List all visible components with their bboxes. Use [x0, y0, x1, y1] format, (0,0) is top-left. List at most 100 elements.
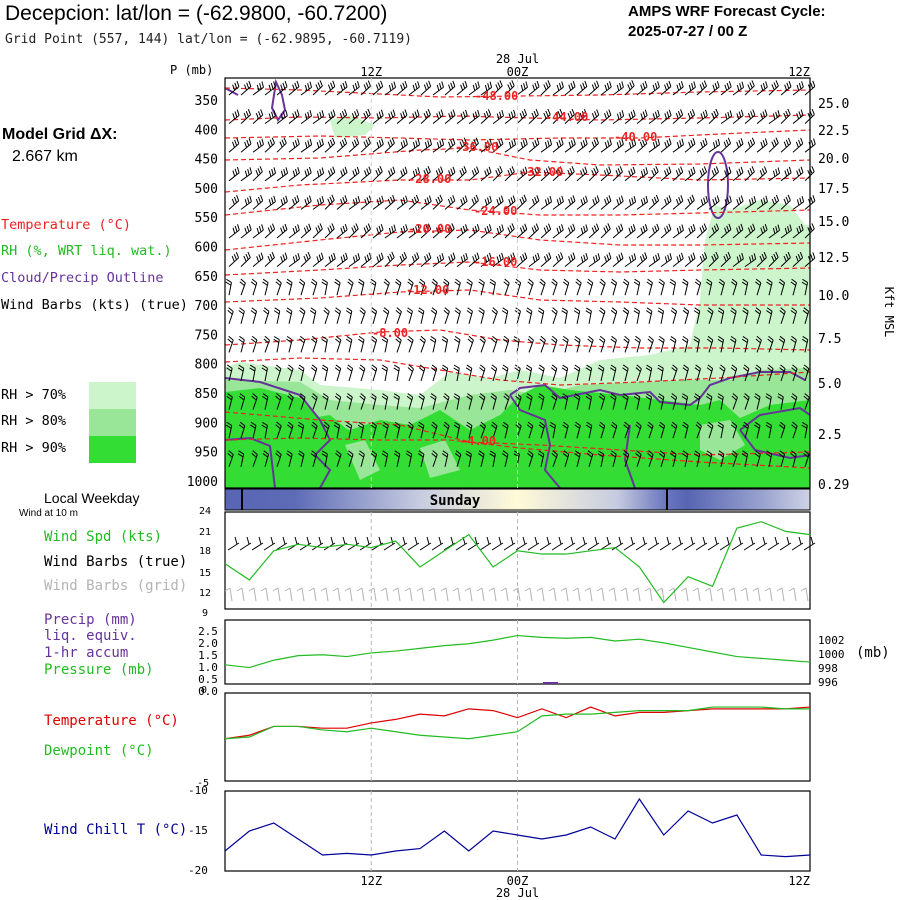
wind-barb [503, 278, 510, 296]
wind-barb [731, 450, 738, 467]
wind-barb-grid [464, 587, 473, 602]
chill-y-tick: -10 [188, 784, 208, 797]
wind-barb [768, 224, 781, 239]
rh-90-label: RH > 90% [1, 440, 67, 456]
wind-barb-true [419, 536, 432, 551]
wind-barb-grid [440, 587, 449, 602]
wind-barb [432, 138, 445, 153]
wind-barb [251, 335, 258, 353]
wind-barb [585, 421, 593, 439]
wind-barb [468, 194, 479, 210]
wind-barb [311, 393, 318, 410]
wind-barb [790, 393, 798, 410]
wind-barb-grid [632, 587, 641, 602]
wind-speed-label: Wind Spd (kts) [44, 529, 163, 545]
wind-barb [549, 421, 556, 439]
wind-barb [310, 450, 318, 467]
rh-70-label: RH > 70% [1, 387, 67, 403]
wind-barb [480, 166, 492, 182]
wind-barb-true [563, 536, 576, 551]
wind-barb-true [623, 536, 636, 551]
wind-barb [456, 137, 467, 153]
wind-barb-grid [788, 587, 797, 602]
wind-barb [682, 335, 689, 353]
wind-barb [479, 393, 486, 410]
wind-barb [333, 421, 341, 439]
wind-barb [420, 138, 433, 153]
wind-barb-grid [536, 587, 545, 602]
wind-barb [624, 138, 637, 153]
wind-barb-grid [680, 587, 689, 602]
wind-barb [755, 364, 762, 382]
pressure-label: Pressure (mb) [44, 662, 154, 678]
wind-barb [492, 165, 503, 182]
wind-barb [742, 421, 750, 439]
wind-barb [480, 252, 492, 267]
wind-barb [420, 195, 432, 210]
wind-barb [671, 364, 678, 382]
wind-barb [311, 335, 318, 353]
wind-barb [393, 450, 401, 467]
pressure-tick: 600 [195, 241, 218, 256]
wind-barb [717, 307, 725, 324]
wind-barb [744, 137, 756, 153]
wind-barb [610, 335, 617, 353]
wind-barb-grid [296, 587, 305, 602]
time-gridlines [370, 78, 518, 871]
wind-barb-grid [236, 587, 245, 602]
wind-barb [780, 80, 792, 96]
pressure-y-tick: 1000 [818, 648, 845, 661]
wind-barb [756, 81, 768, 96]
wind-barb [468, 137, 479, 153]
wind-barb-true [479, 536, 492, 551]
wind-barb [383, 278, 390, 296]
pressure-tick: 850 [195, 387, 218, 402]
wind-barb [456, 224, 468, 239]
wind-barb-true [443, 536, 456, 551]
wind-barb [516, 81, 528, 96]
wind-barb [372, 109, 384, 124]
wind-barb [623, 421, 630, 439]
wind-barb [346, 364, 354, 382]
wind-barb-true [431, 536, 444, 551]
wind-barb [527, 278, 534, 296]
model-grid-title: Model Grid ΔX: [2, 126, 118, 143]
wind-barb [552, 195, 564, 210]
wind-barb [345, 421, 353, 439]
wind-barb [720, 137, 732, 153]
wind-barb [465, 450, 472, 467]
wind-barb [408, 109, 420, 124]
wind-barb [239, 278, 246, 296]
wind-barb [756, 195, 768, 210]
wind-barb [802, 364, 810, 382]
height-tick: 10.0 [818, 289, 849, 304]
wind-barb [633, 307, 640, 324]
wind-barb [599, 335, 606, 353]
wind-barb [718, 450, 725, 467]
wind-barb [645, 393, 652, 410]
wind-barb [588, 223, 600, 239]
wind-barb [706, 393, 713, 410]
wind-barb [585, 307, 592, 324]
legend-temperature: Temperature (°C) [1, 217, 132, 233]
height-axis-title: Kft MSL [882, 287, 896, 338]
wind-barb [286, 278, 293, 296]
wind-barb [766, 278, 773, 296]
wind-barb [370, 364, 378, 382]
wind-barb [384, 81, 397, 96]
wind-barb [551, 393, 558, 410]
wind-barb [491, 307, 498, 324]
wind-barb [240, 109, 252, 124]
isotherm-label: -4.00 [460, 434, 496, 448]
wind-barb [456, 109, 468, 124]
wind-barb [682, 307, 690, 324]
wind-barb [672, 109, 684, 124]
wind-barb [323, 307, 330, 324]
wind-barb [252, 81, 264, 96]
wind-barb [478, 307, 485, 324]
wind-barb [708, 223, 720, 239]
wind-barb [574, 421, 581, 439]
wind-barb [408, 194, 420, 210]
wind-barb [359, 364, 366, 382]
bottom-date-label: 28 Jul [496, 886, 539, 900]
